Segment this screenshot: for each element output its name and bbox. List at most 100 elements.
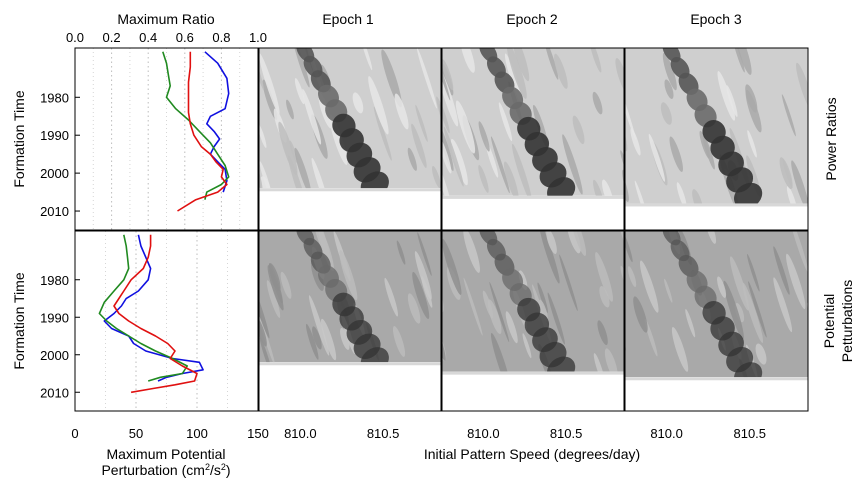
cutoff-edge xyxy=(259,188,441,192)
speed-tick-label: 810.0 xyxy=(284,426,317,441)
column-title-epoch-2: Epoch 2 xyxy=(506,11,558,27)
contour-streak xyxy=(592,91,603,115)
contour-frame-1-0 xyxy=(258,230,442,412)
contour-streak xyxy=(570,231,587,256)
contour-frame-1-2 xyxy=(624,230,809,412)
bottom-left-label-line2: Perturbation (cm2/s2) xyxy=(101,462,230,478)
contour-streak xyxy=(259,123,267,149)
contour-streak xyxy=(627,266,637,287)
contour-streak xyxy=(407,293,421,324)
contour-streak xyxy=(442,48,451,101)
contour-streak xyxy=(511,48,530,82)
contour-streak xyxy=(717,71,736,121)
contour-streak xyxy=(615,58,624,95)
contour-streak xyxy=(498,102,513,142)
contour-streak xyxy=(773,277,793,333)
left-ylabel-top: Formation Time xyxy=(11,90,27,187)
y-tick-label: 2000 xyxy=(40,166,69,181)
left-ylabel-bottom: Formation Time xyxy=(11,272,27,369)
contour-streak xyxy=(450,138,468,186)
contour-streak xyxy=(671,327,689,372)
contour-streak xyxy=(442,159,453,196)
row-label-potential-line2: Petturbations xyxy=(839,280,855,363)
contour-streak xyxy=(278,121,298,176)
bottom-tick-label: 0 xyxy=(71,426,78,441)
series-line-epoch-3 xyxy=(177,51,228,212)
contour-streak xyxy=(241,331,259,380)
contour-streak xyxy=(352,92,364,114)
contour-panel-r1-c1 xyxy=(442,231,624,411)
contour-ridge-blob xyxy=(734,362,763,378)
contour-streak xyxy=(602,179,614,196)
contour-streak xyxy=(280,271,292,299)
contour-streak xyxy=(572,115,585,145)
contour-streak xyxy=(593,179,605,196)
contour-streak xyxy=(676,182,687,204)
contour-streak xyxy=(368,76,389,135)
contour-streak xyxy=(287,155,308,189)
contour-ridge-blob xyxy=(360,171,389,189)
contour-streak xyxy=(415,104,428,142)
contour-streak xyxy=(259,176,271,189)
y-tick-label: 2000 xyxy=(40,348,69,363)
contour-streak xyxy=(286,99,294,120)
contour-streak xyxy=(259,337,273,363)
contour-streak xyxy=(547,292,565,345)
contour-panel-r0-c1 xyxy=(442,48,624,230)
contour-streak xyxy=(240,282,256,314)
contour-streak xyxy=(442,59,454,91)
panel-frames xyxy=(74,47,809,412)
contour-streak xyxy=(779,157,793,190)
bottom-tick-label: 50 xyxy=(129,426,143,441)
cutoff-edge xyxy=(625,203,808,207)
contour-streak xyxy=(599,285,610,308)
column-title-epoch-1: Epoch 1 xyxy=(322,11,374,27)
speed-tick-label: 810.0 xyxy=(467,426,500,441)
contour-streak xyxy=(312,326,322,350)
contour-streak xyxy=(664,278,673,303)
contour-streak xyxy=(455,100,476,154)
contour-streak xyxy=(702,134,715,170)
y-ticks: 1980 1990 2000 2010 1980 1990 2000 2010 xyxy=(40,90,80,400)
top-tick-labels: 0.0 0.2 0.4 0.6 0.8 1.0 xyxy=(66,30,267,45)
series-line-epoch-1 xyxy=(204,51,230,193)
top-tick-label: 0.8 xyxy=(212,30,230,45)
contour-ridge-blob xyxy=(734,182,763,204)
contour-streak xyxy=(692,189,704,204)
speed-tick-label: 810.5 xyxy=(367,426,400,441)
contour-streak xyxy=(734,48,752,75)
contour-streak xyxy=(669,136,683,172)
contour-streak xyxy=(302,88,322,145)
no-data-region xyxy=(625,377,808,411)
contour-streak xyxy=(505,311,518,344)
no-data-region xyxy=(625,203,808,230)
contour-streak xyxy=(463,231,480,273)
contour-panel-r1-c2 xyxy=(625,231,808,411)
contour-streak xyxy=(620,265,624,289)
contour-frame-0-2 xyxy=(624,47,809,231)
contour-streak xyxy=(717,276,727,298)
contour-streak xyxy=(786,186,798,204)
y-tick-label: 1980 xyxy=(40,273,69,288)
contour-streak xyxy=(463,277,483,336)
speed-tick-label: 810.5 xyxy=(550,426,583,441)
contour-streak xyxy=(546,231,557,255)
no-data-region xyxy=(259,188,441,230)
contour-streak xyxy=(748,281,767,338)
contour-streak xyxy=(442,137,452,174)
contour-streak xyxy=(620,150,624,172)
contour-streak xyxy=(431,165,441,189)
contour-streak xyxy=(595,252,613,302)
series-line-epoch-2 xyxy=(98,234,188,382)
contour-streak xyxy=(630,128,641,156)
contour-streak xyxy=(625,83,636,140)
contour-streak xyxy=(442,99,450,134)
series-line-epoch-1 xyxy=(103,234,204,382)
contour-streak xyxy=(489,281,510,343)
contour-streak xyxy=(259,54,265,91)
contour-streak xyxy=(562,134,583,195)
bottom-center-label: Initial Pattern Speed (degrees/day) xyxy=(424,446,640,462)
contour-streak xyxy=(512,143,532,196)
bottom-tick-labels: 0 50 100 150 810.0 810.5 810.0 810.5 810.0 810.5 xyxy=(71,426,766,441)
